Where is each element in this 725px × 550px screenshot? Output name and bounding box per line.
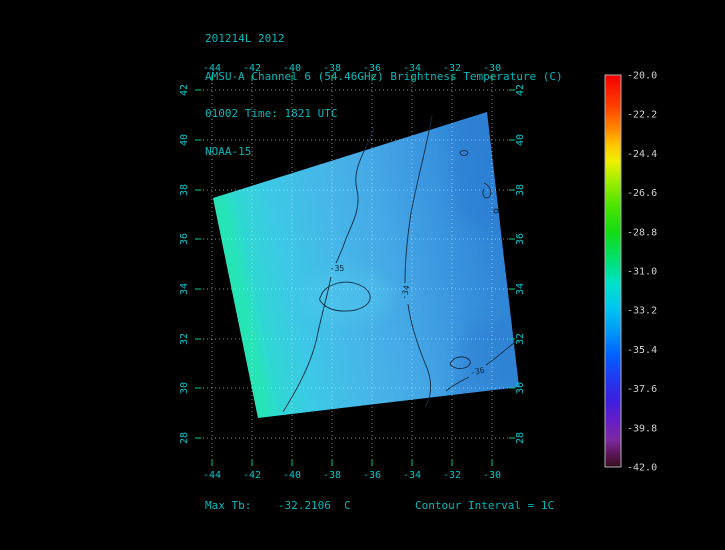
colorbar-tick-label: -33.2 bbox=[627, 306, 657, 317]
x-tick-label-top: -30 bbox=[483, 63, 501, 74]
y-tick-label-right: 36 bbox=[515, 233, 526, 245]
x-tick-label-bottom: -44 bbox=[203, 470, 221, 481]
contour-label: -35 bbox=[330, 264, 345, 273]
y-tick-label-right: 28 bbox=[515, 432, 526, 444]
header-satellite: NOAA-15 bbox=[205, 144, 252, 158]
colorbar-tick-label: -39.8 bbox=[627, 423, 657, 434]
header-pass-id: 201214L 2012 bbox=[205, 32, 285, 45]
max-tb-text: Max Tb: -32.2106 C bbox=[205, 499, 351, 512]
y-tick-label-right: 40 bbox=[515, 134, 526, 146]
y-axis-left-labels: 42 40 38 36 34 32 30 28 bbox=[179, 84, 190, 444]
x-tick-label-top: -36 bbox=[363, 63, 381, 74]
header-title: AMSU-A Channel 6 (54.46GHz) Brightness T… bbox=[205, 69, 563, 83]
colorbar-labels: -20.0 -22.2 -24.4 -26.6 -28.8 -31.0 -33.… bbox=[627, 71, 657, 474]
y-tick-label-left: 40 bbox=[179, 134, 190, 146]
colorbar bbox=[604, 74, 622, 468]
y-tick-label-right: 30 bbox=[515, 382, 526, 394]
x-tick-label-bottom: -40 bbox=[283, 470, 301, 481]
x-tick-label-bottom: -36 bbox=[363, 470, 381, 481]
x-tick-label-bottom: -32 bbox=[443, 470, 461, 481]
x-tick-label-top: -44 bbox=[203, 63, 221, 74]
y-tick-label-left: 42 bbox=[179, 84, 190, 96]
y-axis-right-labels: 42 40 38 36 34 32 30 28 bbox=[515, 84, 526, 444]
colorbar-tick-label: -20.0 bbox=[627, 71, 657, 82]
colorbar-tick-label: -37.6 bbox=[627, 384, 657, 395]
colorbar-tick-label: -24.4 bbox=[627, 149, 657, 160]
y-tick-label-right: 32 bbox=[515, 333, 526, 345]
x-tick-label-bottom: -30 bbox=[483, 470, 501, 481]
colorbar-tick-label: -28.8 bbox=[627, 227, 657, 238]
contour-lines bbox=[282, 115, 520, 413]
colorbar-tick-label: -22.2 bbox=[627, 110, 657, 121]
contour-label: -36 bbox=[469, 366, 485, 378]
contour-labels: -35 -34 -36 bbox=[330, 264, 486, 377]
y-tick-label-left: 38 bbox=[179, 184, 190, 196]
x-tick-label-top: -34 bbox=[403, 63, 421, 74]
x-tick-label-top: -38 bbox=[323, 63, 341, 74]
y-tick-label-left: 34 bbox=[179, 283, 190, 295]
x-tick-label-bottom: -38 bbox=[323, 470, 341, 481]
satellite-swath bbox=[213, 112, 519, 418]
axis-ticks bbox=[195, 75, 515, 466]
contour-label: -34 bbox=[400, 284, 412, 300]
x-tick-label-top: -42 bbox=[243, 63, 261, 74]
y-tick-label-right: 42 bbox=[515, 84, 526, 96]
x-tick-label-bottom: -42 bbox=[243, 470, 261, 481]
colorbar-tick-label: -26.6 bbox=[627, 188, 657, 199]
y-tick-label-right: 34 bbox=[515, 283, 526, 295]
y-tick-label-left: 32 bbox=[179, 333, 190, 345]
colorbar-gradient bbox=[604, 74, 622, 468]
y-tick-label-right: 38 bbox=[515, 184, 526, 196]
x-axis-top-labels: -44 -42 -40 -38 -36 -34 -32 -30 bbox=[203, 63, 501, 74]
y-tick-label-left: 30 bbox=[179, 382, 190, 394]
grid-lines bbox=[195, 75, 515, 466]
x-tick-label-top: -32 bbox=[443, 63, 461, 74]
y-tick-label-left: 36 bbox=[179, 233, 190, 245]
colorbar-tick-label: -31.0 bbox=[627, 267, 657, 278]
swath-shading bbox=[213, 112, 519, 418]
contour-interval-text: Contour Interval = 1C bbox=[415, 499, 555, 512]
header-orbit-time: 01002 Time: 1821 UTC bbox=[205, 107, 338, 120]
colorbar-tick-label: -35.4 bbox=[627, 345, 657, 356]
colorbar-tick-label: -42.0 bbox=[627, 463, 657, 474]
y-tick-label-left: 28 bbox=[179, 432, 190, 444]
plot-header: 201214L 2012 AMSU-A Channel 6 (54.46GHz)… bbox=[205, 8, 563, 183]
x-axis-bottom-labels: -44 -42 -40 -38 -36 -34 -32 -30 bbox=[203, 470, 501, 481]
x-tick-label-bottom: -34 bbox=[403, 470, 421, 481]
x-tick-label-top: -40 bbox=[283, 63, 301, 74]
